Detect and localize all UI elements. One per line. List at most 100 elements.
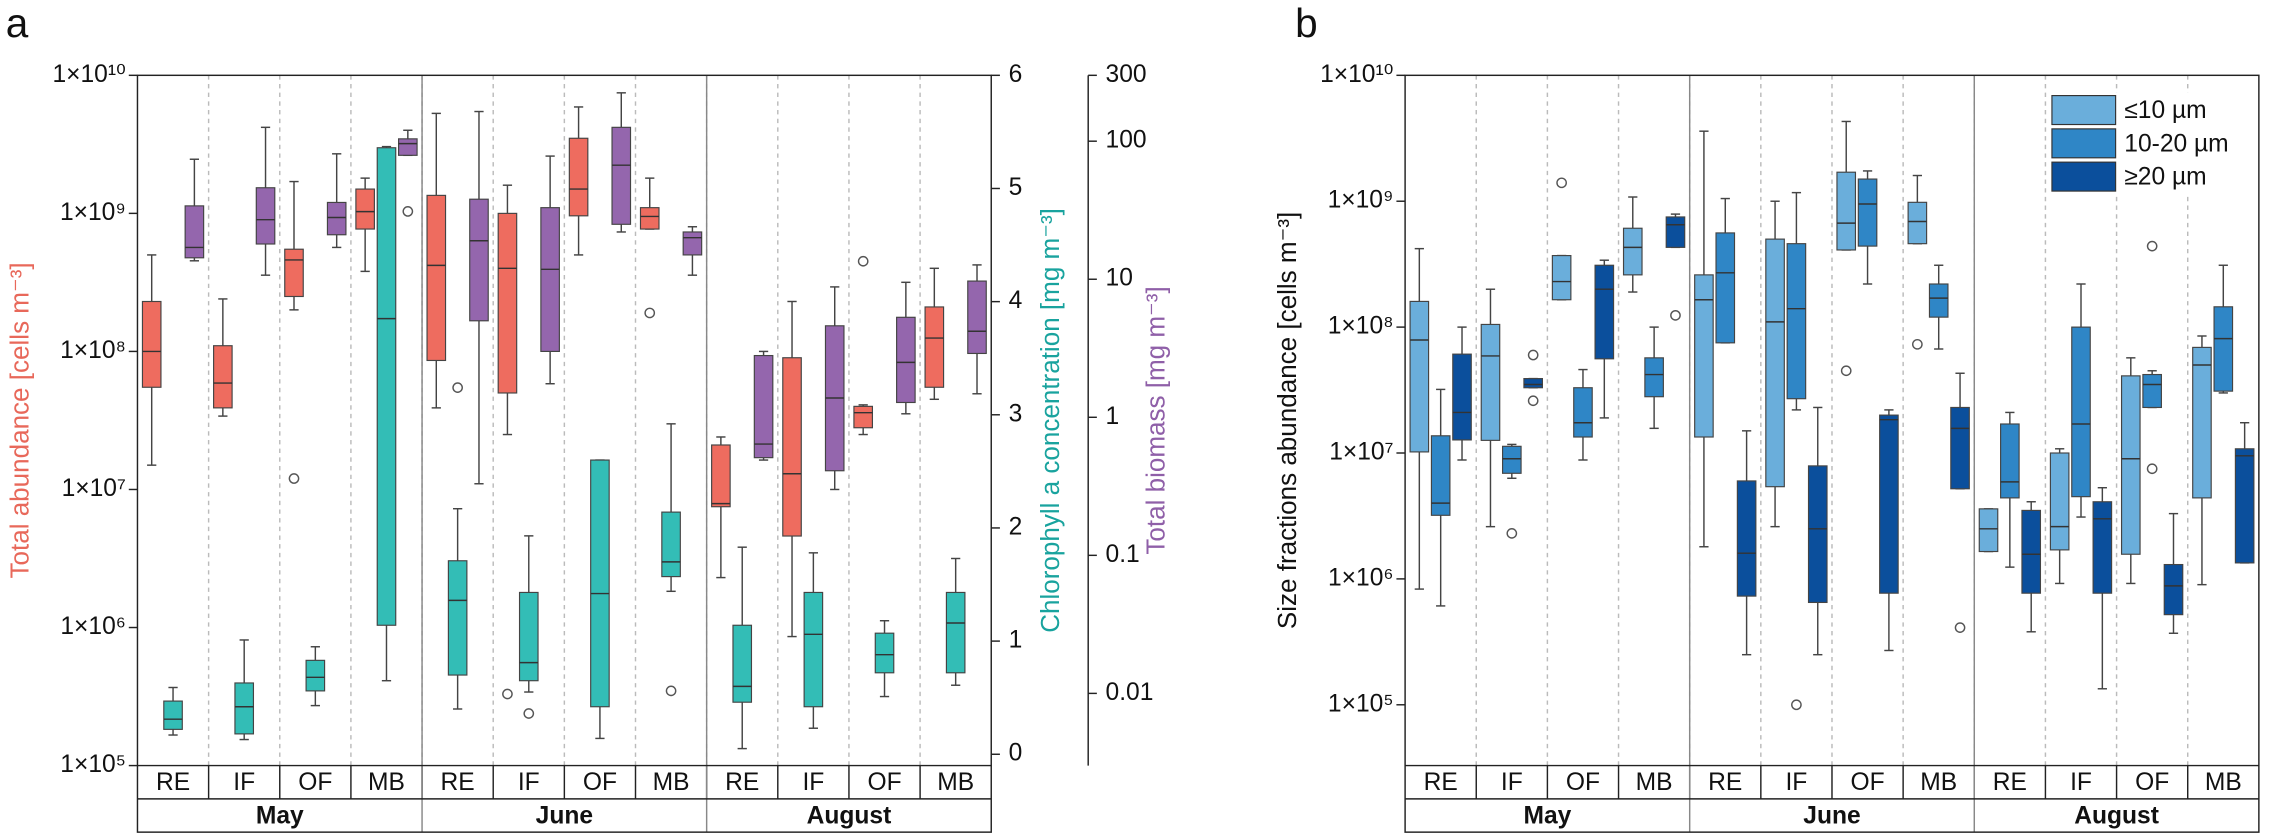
x-tick-label: MB — [2205, 769, 2242, 796]
outlier — [1527, 395, 1539, 407]
x-tick-label: OF — [583, 769, 617, 796]
x-tick-label: MB — [368, 769, 405, 796]
box — [234, 682, 255, 735]
box — [967, 280, 987, 355]
x-tick-label: IF — [518, 769, 540, 796]
y-tick-label: 1×10¹⁰ — [52, 61, 126, 88]
box — [1715, 232, 1736, 344]
box — [213, 345, 233, 409]
box — [2213, 306, 2234, 392]
outlier — [523, 708, 535, 719]
box — [2163, 563, 2184, 616]
x-tick-label: IF — [802, 769, 824, 796]
y-tick-label: 1×10⁶ — [60, 613, 126, 640]
y-tick-label: 1×10⁸ — [60, 337, 126, 364]
box — [1480, 323, 1501, 441]
y-tick-label: 1 — [1106, 403, 1120, 430]
outlier — [1791, 699, 1802, 711]
box — [1644, 357, 1664, 398]
box — [518, 591, 539, 682]
x-tick-label: RE — [725, 769, 759, 796]
box — [1928, 283, 1949, 318]
y-tick-label: 1 — [1009, 627, 1023, 654]
y-tick-label: 1×10⁷ — [62, 475, 126, 502]
x-tick-label: MB — [1920, 769, 1957, 796]
y-tick-label: 5 — [1009, 174, 1023, 201]
outlier — [1954, 622, 1966, 633]
outlier — [1912, 338, 1923, 350]
box — [1430, 435, 1451, 516]
outlier — [2146, 240, 2158, 252]
axis-title: Chlorophyll a concentration [mg m⁻³] — [1035, 208, 1065, 633]
box — [924, 306, 945, 388]
y-tick-label: 1×10⁶ — [1328, 564, 1394, 591]
x-tick-label: IF — [1785, 769, 1807, 796]
box — [1950, 406, 1970, 490]
box — [1452, 353, 1472, 441]
box — [469, 198, 489, 322]
box — [1501, 445, 1522, 474]
x-tick-label: RE — [156, 769, 190, 796]
box — [326, 201, 347, 236]
y-tick-label: 1×10⁹ — [60, 199, 126, 226]
box — [1594, 264, 1615, 360]
y-tick-label: 300 — [1106, 61, 1147, 88]
x-tick-label: IF — [1501, 769, 1523, 796]
box — [2021, 509, 2042, 594]
box — [1978, 508, 1999, 553]
legend-label: ≤10 µm — [2124, 97, 2206, 124]
box — [1694, 274, 1714, 438]
box — [874, 632, 895, 674]
box — [2092, 501, 2113, 594]
y-tick-label: 0 — [1009, 740, 1023, 767]
box — [1907, 201, 1928, 245]
box — [497, 212, 518, 394]
box — [711, 444, 731, 508]
box — [945, 591, 966, 674]
box — [2071, 326, 2091, 498]
y-tick-label: 1×10⁷ — [1329, 439, 1393, 466]
y-tick-label: 6 — [1009, 61, 1023, 88]
box — [1807, 465, 1828, 604]
legend-label: ≥20 µm — [2124, 164, 2206, 191]
box — [2234, 448, 2255, 564]
outlier — [644, 307, 656, 319]
box — [2142, 373, 2162, 409]
plot-frame — [136, 74, 992, 833]
box — [682, 231, 703, 256]
box — [540, 207, 560, 353]
outlier — [288, 473, 300, 484]
plot-frame — [1404, 74, 2260, 833]
outlier — [452, 382, 463, 393]
group-label: May — [1523, 802, 1571, 829]
group-label: June — [536, 802, 593, 829]
y-tick-label: 2 — [1009, 513, 1023, 540]
box — [376, 147, 397, 626]
box — [896, 316, 916, 404]
outlier — [502, 688, 513, 700]
box — [1622, 227, 1643, 276]
y-tick-label: 0.1 — [1106, 541, 1140, 568]
box — [1879, 414, 1899, 594]
box — [639, 207, 660, 230]
y-tick-label: 1×10¹⁰ — [1320, 61, 1394, 88]
y-tick-label: 1×10⁵ — [1328, 690, 1394, 717]
y-tick-label: 1×10⁹ — [1328, 187, 1394, 214]
outlier — [1670, 309, 1681, 321]
legend-swatch — [2051, 128, 2117, 159]
box — [447, 560, 468, 676]
box — [753, 354, 774, 459]
x-tick-label: OF — [867, 769, 901, 796]
group-label: August — [807, 802, 892, 829]
axis-title: Size fractions abundance [cells m⁻³] — [1272, 212, 1302, 629]
x-tick-label: OF — [1566, 769, 1600, 796]
axis-title: Total biomass [mg m⁻³] — [1141, 286, 1171, 554]
x-tick-label: MB — [937, 769, 974, 796]
box — [1551, 254, 1572, 301]
box — [2049, 452, 2070, 551]
x-tick-label: IF — [2070, 769, 2092, 796]
axis-title: Total abundance [cells m⁻³] — [5, 262, 35, 578]
panel-label: b — [1295, 0, 1318, 46]
